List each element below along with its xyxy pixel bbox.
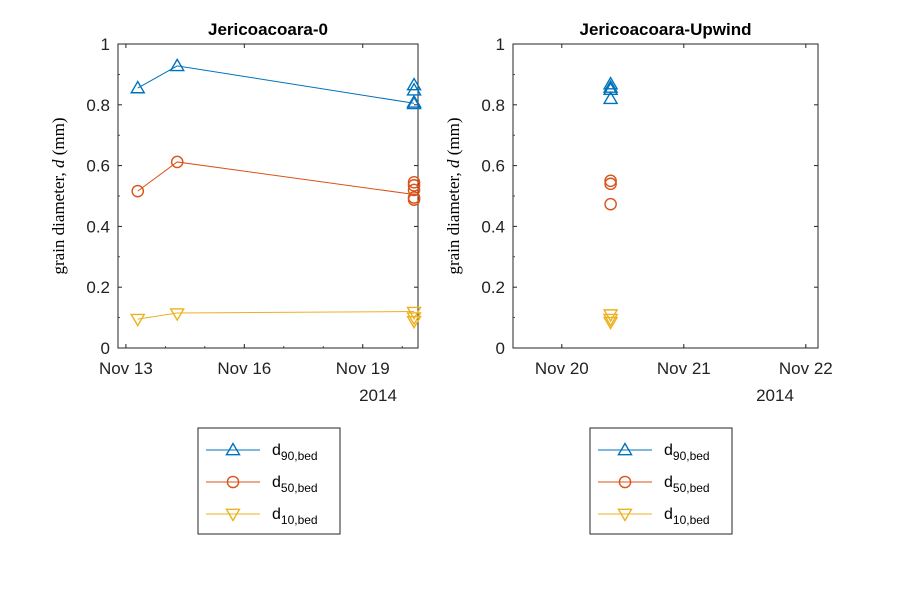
data-point [406,312,422,326]
y-tick-label: 0 [496,339,505,358]
chart-title: Jericoacoara-Upwind [580,20,752,39]
data-point [169,308,185,322]
legend-marker [225,442,241,456]
y-tick-label: 0.6 [86,157,110,176]
data-point [131,184,145,198]
series-10-bed [130,306,422,330]
y-axis-label: grain diameter, d (mm) [444,118,463,275]
data-point [406,95,422,110]
data-point [602,309,619,323]
series-50-bed [131,155,421,206]
legend-label: d50,bed [272,474,318,495]
y-axis-label: grain diameter, d (mm) [49,118,68,275]
data-point [130,80,146,94]
legend-marker [617,508,633,522]
x-tick-label: Nov 13 [99,359,153,378]
chart-1: 0 0.2 0.4 0.6 0.8 1 Nov 13 Nov 16 Nov 19 2014 Jeri… [49,20,422,405]
x-tick-label: Nov 20 [535,359,589,378]
series-90-bed [130,57,422,110]
axes-box [117,43,419,349]
data-point [602,76,619,90]
data-point [406,94,422,108]
y-tick-label: 0.2 [86,278,110,297]
data-point [602,316,619,331]
y-tick-label: 0.8 [481,96,505,115]
x-year-label: 2014 [359,386,397,405]
legend-box [197,427,341,535]
x-tick-label: Nov 19 [336,359,390,378]
data-point [407,183,421,197]
data-point [407,193,421,206]
x-tick-label: Nov 22 [779,359,833,378]
legend-marker [226,475,240,489]
legend-label: d10,bed [272,506,318,527]
data-point [602,313,619,328]
y-tick-label: 0.4 [86,217,110,236]
series-line [137,65,415,104]
data-point [170,155,184,169]
y-tick-label: 1 [101,35,110,54]
legend-label: d90,bed [664,442,710,463]
series-line [137,311,415,320]
data-point [407,176,421,189]
x-tick-label: Nov 16 [217,359,271,378]
data-point [604,197,617,211]
chart-title: Jericoacoara-0 [208,20,328,39]
data-point [406,77,422,91]
legend-box [589,427,733,535]
data-point [602,90,619,105]
axes-box [512,43,819,349]
data-point [406,315,422,330]
y-tick-label: 0.4 [481,217,505,236]
chart-2: 0 0.2 0.4 0.6 0.8 1 Nov 20 Nov 21 Nov 22 2014 Jeri… [444,20,833,405]
y-tick-label: 0.8 [86,96,110,115]
legend-marker [617,442,633,456]
data-point [604,177,617,191]
legend: d90,bed d50,bed d10,bed [197,427,341,535]
y-tick-label: 1 [496,35,505,54]
data-point [407,179,421,192]
y-tick-label: 0.6 [481,157,505,176]
data-point [130,313,146,328]
legend-label: d90,bed [272,442,318,463]
data-point [604,174,617,188]
data-point [169,57,185,72]
legend-marker [225,508,241,522]
legend-marker [618,475,632,489]
x-year-label: 2014 [756,386,794,405]
series-50-bed [604,174,617,211]
series-10-bed [602,309,619,331]
y-tick-label: 0 [101,339,110,358]
legend-label: d10,bed [664,506,710,527]
data-point [602,81,619,95]
legend-label: d50,bed [664,474,710,495]
series-line [137,161,415,195]
series-90-bed [602,76,619,105]
y-tick-label: 0.2 [481,278,505,297]
legend: d90,bed d50,bed d10,bed [589,427,733,535]
x-tick-label: Nov 21 [657,359,711,378]
